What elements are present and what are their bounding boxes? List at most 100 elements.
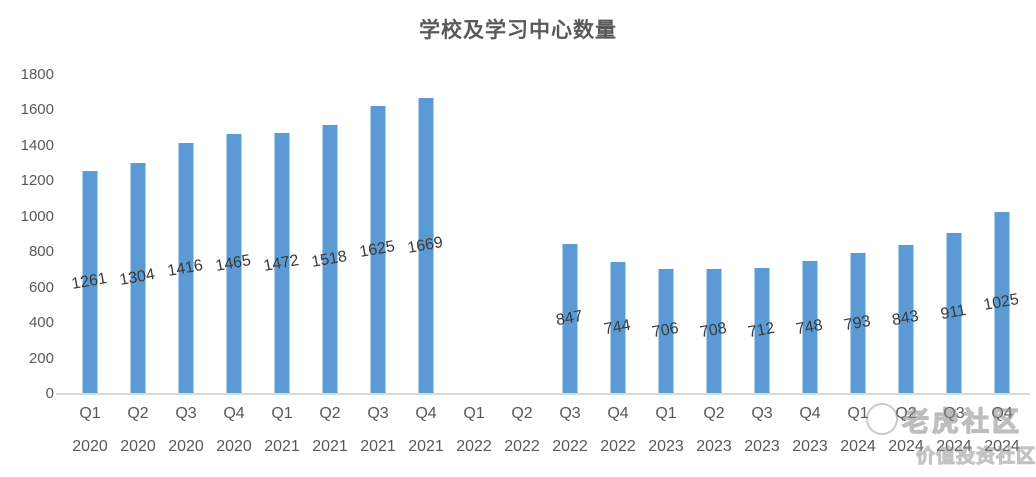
y-axis-tick-label: 1600 xyxy=(20,101,54,119)
x-axis-year-label: 2021 xyxy=(312,438,348,455)
bar-slot-q2-2023: 708 xyxy=(690,75,738,394)
x-axis-year-label: 2021 xyxy=(264,438,300,455)
data-label-q2-2020: 1304 xyxy=(118,266,157,290)
x-axis: Q1 2020 Q2 2020 Q3 2020 Q4 2020 Q1 2021 Q2 2021 Q3 20… xyxy=(66,404,1026,457)
bar-slot-q4-2020: 1465 xyxy=(210,75,258,394)
x-axis-quarter-label: Q2 xyxy=(895,405,917,422)
x-axis-label-q4-2023: Q4 2023 xyxy=(786,404,834,457)
bar-slot-q3-2024: 911 xyxy=(930,75,978,394)
bar-q4-2021 xyxy=(418,98,434,394)
x-axis-label-q1-2023: Q1 2023 xyxy=(642,404,690,457)
x-axis-quarter-label: Q1 xyxy=(79,405,101,422)
bar-q4-2020 xyxy=(226,134,242,394)
x-axis-year-label: 2023 xyxy=(696,438,732,455)
bar-q2-2023 xyxy=(706,268,722,394)
x-axis-year-label: 2022 xyxy=(552,438,588,455)
x-axis-label-q2-2023: Q2 2023 xyxy=(690,404,738,457)
bar-slot-q4-2021: 1669 xyxy=(402,75,450,394)
x-axis-quarter-label: Q2 xyxy=(127,405,149,422)
x-axis-year-label: 2022 xyxy=(600,438,636,455)
x-axis-year-label: 2021 xyxy=(360,438,396,455)
x-axis-quarter-label: Q3 xyxy=(175,405,197,422)
data-label-q3-2021: 1625 xyxy=(358,238,397,261)
x-axis-quarter-label: Q4 xyxy=(799,405,821,422)
x-axis-year-label: 2024 xyxy=(984,438,1020,455)
x-axis-label-q3-2020: Q3 2020 xyxy=(162,404,210,457)
x-axis-year-label: 2020 xyxy=(168,438,204,455)
data-label-q3-2022: 847 xyxy=(554,307,585,330)
bar-q3-2024 xyxy=(946,232,962,394)
y-axis-tick-label: 0 xyxy=(45,385,54,402)
data-label-q2-2023: 708 xyxy=(698,320,729,342)
x-axis-label-q1-2021: Q1 2021 xyxy=(258,404,306,457)
plot-area: 1261 1304 1416 1465 1472 1518 1625 1669 847 744 70… xyxy=(66,75,1026,394)
data-label-q1-2023: 706 xyxy=(650,320,681,342)
x-axis-year-label: 2023 xyxy=(792,438,828,455)
bar-q2-2024 xyxy=(898,244,914,394)
x-axis-label-q2-2024: Q2 2024 xyxy=(882,404,930,457)
bar-slot-q3-2022: 847 xyxy=(546,75,594,394)
bar-q4-2024 xyxy=(994,212,1010,394)
bar-q2-2020 xyxy=(130,162,146,394)
bar-slot-q2-2020: 1304 xyxy=(114,75,162,394)
data-label-q1-2024: 793 xyxy=(842,312,873,334)
x-axis-label-q3-2021: Q3 2021 xyxy=(354,404,402,457)
bar-q1-2020 xyxy=(82,170,98,394)
y-axis-tick-label: 800 xyxy=(28,243,54,261)
data-label-q3-2024: 911 xyxy=(939,302,968,324)
x-axis-quarter-label: Q2 xyxy=(511,405,533,422)
x-axis-quarter-label: Q3 xyxy=(367,405,389,422)
x-axis-year-label: 2022 xyxy=(504,438,540,455)
data-label-q4-2022: 744 xyxy=(602,316,633,339)
x-axis-label-q3-2022: Q3 2022 xyxy=(546,404,594,457)
bar-slot-q1-2020: 1261 xyxy=(66,75,114,394)
x-axis-quarter-label: Q4 xyxy=(223,405,245,422)
x-axis-quarter-label: Q2 xyxy=(703,405,725,422)
x-axis-label-q4-2022: Q4 2022 xyxy=(594,404,642,457)
x-axis-quarter-label: Q3 xyxy=(559,405,581,422)
bar-slot-q2-2021: 1518 xyxy=(306,75,354,394)
x-axis-quarter-label: Q3 xyxy=(943,405,965,422)
x-axis-baseline xyxy=(56,393,1030,395)
x-axis-quarter-label: Q1 xyxy=(847,405,869,422)
data-label-q4-2020: 1465 xyxy=(214,252,253,276)
bar-q4-2022 xyxy=(610,262,626,394)
x-axis-label-q2-2022: Q2 2022 xyxy=(498,404,546,457)
x-axis-label-q2-2020: Q2 2020 xyxy=(114,404,162,457)
x-axis-year-label: 2020 xyxy=(216,438,252,455)
x-axis-year-label: 2020 xyxy=(72,438,108,455)
x-axis-year-label: 2022 xyxy=(456,438,492,455)
data-label-q2-2024: 843 xyxy=(890,308,921,330)
y-axis-tick-label: 200 xyxy=(28,349,54,367)
x-axis-year-label: 2020 xyxy=(120,438,156,455)
bar-slot-q4-2024: 1025 xyxy=(978,75,1026,394)
data-label-q3-2020: 1416 xyxy=(166,256,205,280)
x-axis-quarter-label: Q3 xyxy=(751,405,773,422)
x-axis-year-label: 2021 xyxy=(408,438,444,455)
data-label-q1-2020: 1261 xyxy=(70,270,109,294)
x-axis-quarter-label: Q4 xyxy=(415,405,437,422)
x-axis-year-label: 2024 xyxy=(888,438,924,455)
y-axis-tick-label: 1800 xyxy=(20,66,54,83)
y-axis-tick-label: 1200 xyxy=(20,172,54,190)
bar-slot-q2-2022 xyxy=(498,75,546,394)
bar-q3-2022 xyxy=(562,243,578,394)
y-axis-tick-label: 400 xyxy=(28,314,54,332)
data-label-q4-2021: 1669 xyxy=(406,234,445,258)
bar-slot-q1-2022 xyxy=(450,75,498,394)
data-label-q4-2024: 1025 xyxy=(982,291,1021,315)
x-axis-label-q1-2022: Q1 2022 xyxy=(450,404,498,457)
bar-q3-2021 xyxy=(370,106,386,394)
x-axis-quarter-label: Q2 xyxy=(319,405,341,422)
bar-slot-q4-2023: 748 xyxy=(786,75,834,394)
x-axis-quarter-label: Q1 xyxy=(463,405,485,422)
bar-q2-2021 xyxy=(322,124,338,394)
bar-slot-q3-2021: 1625 xyxy=(354,75,402,394)
data-label-q3-2023: 712 xyxy=(746,319,777,342)
bar-slot-q3-2020: 1416 xyxy=(162,75,210,394)
x-axis-label-q4-2020: Q4 2020 xyxy=(210,404,258,457)
y-axis-tick-label: 600 xyxy=(28,278,54,296)
x-axis-label-q1-2024: Q1 2024 xyxy=(834,404,882,457)
x-axis-label-q2-2021: Q2 2021 xyxy=(306,404,354,457)
